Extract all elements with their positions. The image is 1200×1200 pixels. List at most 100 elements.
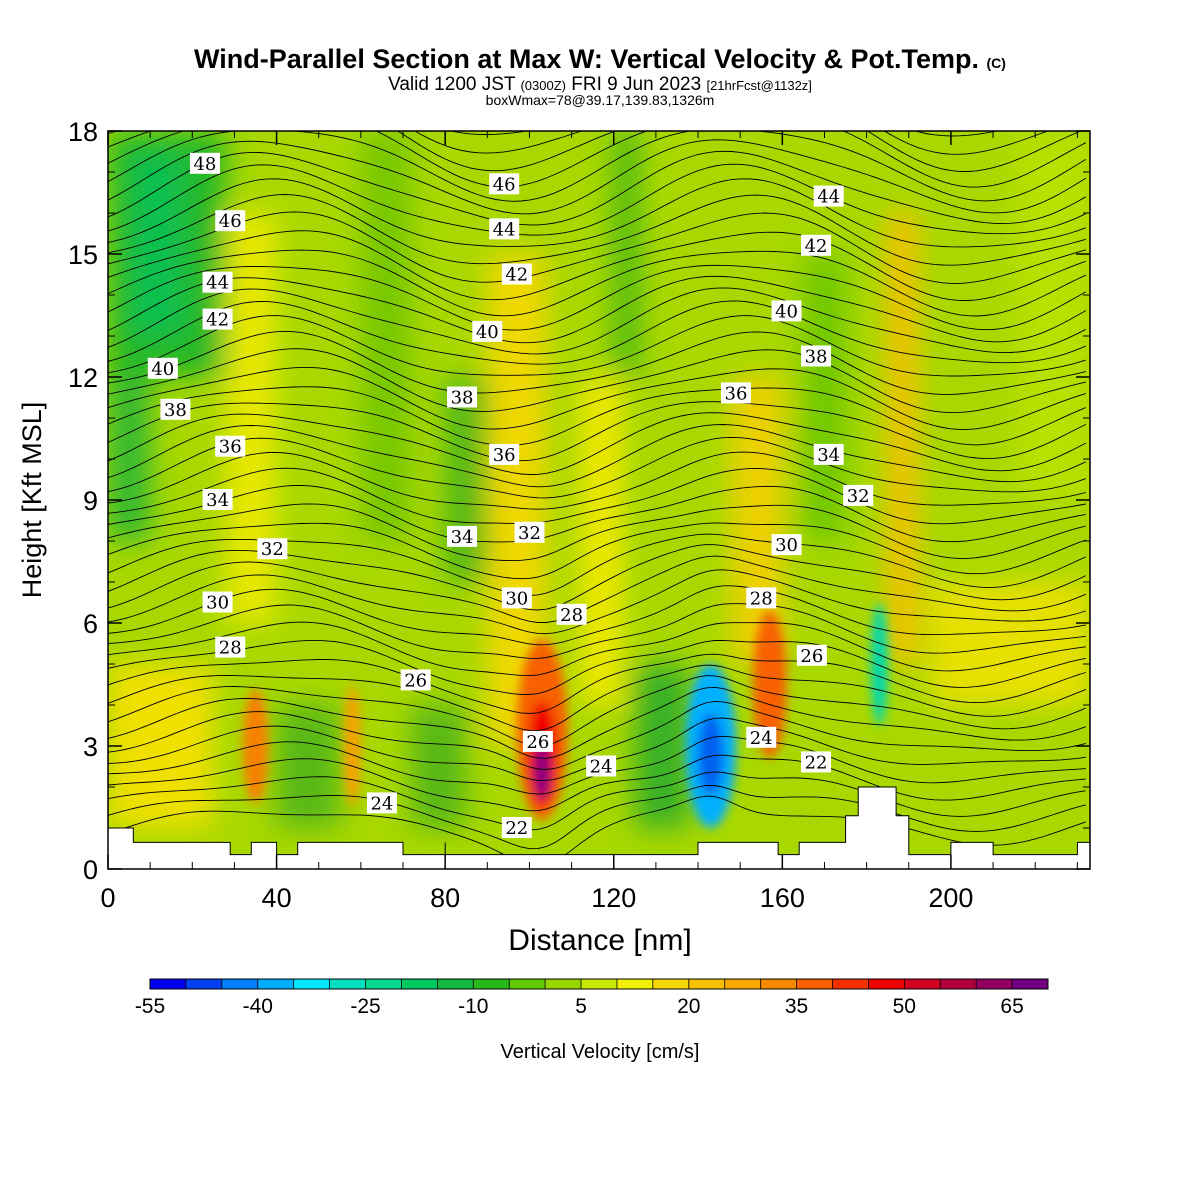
colorbar-swatch [293,979,331,989]
theta-contour-line [108,522,1086,580]
theta-contour-line [108,131,1087,188]
colorbar-swatch [724,979,762,989]
y-tick-label: 3 [83,732,98,762]
contour-label: 38 [801,345,832,368]
colorbar-tick-label: 5 [575,995,587,1018]
contour-label-box [501,263,532,285]
colorbar-swatch [688,979,726,989]
contour-label: 28 [215,636,246,659]
contour-label-text: 26 [526,732,549,753]
contour-label-text: 28 [219,638,242,659]
field-core [752,610,787,759]
theta-contour-line [108,503,1086,562]
theta-contour-line [108,401,1087,462]
colorbar-tick-label: 65 [1000,995,1023,1018]
field-core [534,741,550,800]
contour-label-text: 24 [750,728,773,749]
contour-label: 44 [489,218,520,240]
contour-label: 24 [586,755,617,778]
box-info: boxWmax=78@39.17,139.83,1326m [485,92,715,108]
theta-contour-line [108,485,1086,543]
contour-label-box [366,792,397,814]
contour-label-text: 30 [206,593,229,614]
contour-label: 28 [746,587,777,609]
contour-label: 26 [400,669,431,691]
colorbar-label: Vertical Velocity [cm/s] [501,1041,700,1063]
field-patch [803,254,846,541]
theta-contour-line [108,569,1086,635]
colorbar-swatch [796,979,833,989]
contour-label-box [801,234,832,256]
theta-contour-line [108,795,1086,867]
colorbar-tick-label: 50 [893,995,916,1018]
colorbar-tick-label: -10 [458,995,488,1018]
title-main: Wind-Parallel Section at Max W: Vertical… [194,44,979,74]
contour-label: 24 [366,792,397,814]
theta-contour-line [108,131,1087,202]
field-core [344,684,361,808]
contour-label-text: 40 [775,301,798,322]
contour-label: 32 [843,484,874,507]
colorbar-swatch [185,979,223,989]
contour-label-text: 42 [505,265,528,286]
contour-label-text: 32 [518,523,541,544]
field-patch [276,705,340,828]
contour-label-box [189,152,220,174]
contour-label-box [472,320,503,342]
contour-label: 22 [501,817,532,839]
contour-label: 38 [160,398,191,421]
colorbar-swatch [652,979,690,989]
contour-label: 38 [447,386,478,409]
contour-label: 26 [522,730,553,753]
theta-contour-line [108,264,1087,331]
contour-label-text: 26 [404,670,427,691]
valid-date: FRI 9 Jun 2023 [571,74,702,95]
theta-contour-line [108,194,1086,266]
contour-label-text: 22 [805,752,828,773]
chart-subtitle: Valid 1200 JST (0300Z) FRI 9 Jun 2023 [2… [0,74,1200,96]
contour-label-box [556,603,587,625]
theta-contour-line [108,163,1086,236]
terrain [107,786,1091,870]
copyright-mark: (C) [986,55,1006,71]
contour-label: 46 [215,210,246,232]
contour-label: 34 [813,443,844,466]
contour-label: 40 [472,320,503,343]
contour-label-box [801,751,832,773]
field-patch [360,131,412,541]
contour-label: 40 [771,300,802,322]
theta-contour-line [108,139,1087,215]
colorbar-swatch [1012,979,1049,989]
contour-label: 30 [202,591,233,614]
contour-label-text: 28 [560,605,583,626]
contour-label-text: 30 [775,535,798,556]
theta-contour-line [108,436,1086,499]
contour-label-box [160,398,191,420]
colorbar-swatch [904,979,941,989]
colorbar-swatch [437,979,474,989]
contour-label-text: 36 [493,445,516,466]
contour-label-box [720,382,751,404]
colorbar: -55 -40 -25 -10 5 20 35 50 65 [135,978,1049,1018]
colorbar-swatch [868,979,905,989]
contour-label-box [522,730,553,752]
contour-label-box [447,386,478,408]
colorbar-swatch [581,979,618,989]
field-patch [929,582,1090,705]
contour-label-box [202,271,233,293]
colorbar-swatch [940,979,977,989]
colorbar-swatch [976,979,1013,989]
plot-area [108,131,1090,869]
contour-label-text: 28 [750,588,773,609]
x-tick-label: 0 [100,883,115,913]
colorbar-swatch [401,979,438,989]
field-core [698,713,724,796]
contour-label-box [215,435,246,457]
colorbar-tick-label: -40 [243,995,273,1018]
colorbar-swatch [329,979,367,989]
theta-contour-line [108,300,1086,365]
colorbar-swatch [473,979,510,989]
theta-contour-line [108,178,1086,248]
contour-label-box [215,210,246,232]
contour-label: 34 [202,489,233,511]
